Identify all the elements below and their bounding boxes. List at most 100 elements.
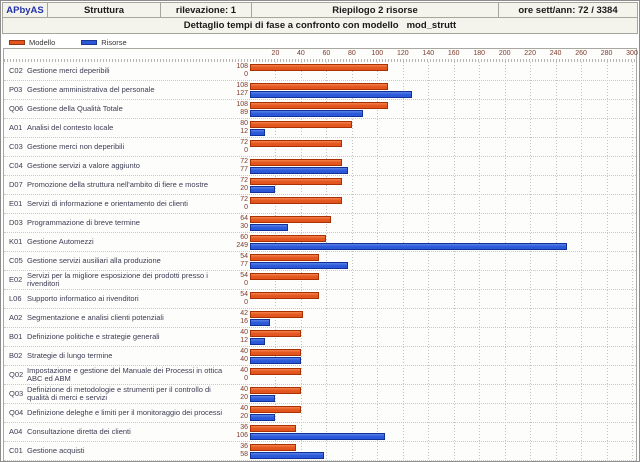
modello-value: 42 [240,310,248,317]
page-title-text: Dettaglio tempi di fase a confronto con … [183,20,399,31]
category-label: C01 Gestione acquisti [4,442,228,460]
bar-area [250,328,636,346]
page-title-model: mod_strutt [406,20,457,31]
chart-row: E02 Servizi per la migliore esposizione … [4,271,636,290]
chart-row: D03 Programmazione di breve termine 64 3… [4,214,636,233]
category-code: C04 [9,160,23,170]
category-label: C03 Gestione merci non deperibili [4,138,228,156]
bar-area [250,214,636,232]
category-code: Q02 [9,369,24,379]
axis-tick: 220 [524,50,536,57]
axis-tick: 40 [297,50,305,57]
bar-area [250,385,636,403]
app-logo: APbyAS [2,2,48,18]
axis-tick: 200 [498,50,511,57]
modello-bar [250,368,301,375]
modello-value: 54 [240,253,248,260]
legend-label: Risorse [101,37,127,47]
value-labels: 40 12 [228,328,250,346]
axis-tick: 240 [549,50,562,57]
category-label: A04 Consultazione diretta dei clienti [4,423,228,441]
modello-value: 72 [240,196,248,203]
risorse-value: 127 [236,90,248,97]
category-label: D07 Promozione della struttura nell'ambi… [4,176,228,194]
chart-row: E01 Servizi di informazione e orientamen… [4,195,636,214]
value-labels: 40 20 [228,385,250,403]
category-code: P03 [9,84,23,94]
category-code: Q03 [9,388,24,398]
modello-bar [250,102,388,109]
modello-value: 40 [240,367,248,374]
risorse-bar [250,357,301,364]
page-title: Dettaglio tempi di fase a confronto con … [2,18,638,34]
value-labels: 40 40 [228,347,250,365]
risorse-bar [250,433,385,440]
category-label: Q04 Definizione deleghe e limiti per il … [4,404,228,422]
modello-value: 36 [240,424,248,431]
category-name: Gestione amministrativa del personale [27,84,155,94]
modello-bar [250,83,388,90]
modello-value: 108 [236,101,248,108]
category-label: Q03 Definizione di metodologie e strumen… [4,385,228,403]
bar-area [250,252,636,270]
category-name: Consultazione diretta dei clienti [27,426,131,436]
risorse-value: 77 [240,261,248,268]
risorse-bar [250,395,275,402]
category-name: Definizione deleghe e limiti per il moni… [27,407,223,417]
category-name: Analisi del contesto locale [27,122,114,132]
bar-area [250,290,636,308]
modello-value: 72 [240,158,248,165]
legend-item-modello: Modello [9,38,55,47]
modello-value: 40 [240,386,248,393]
category-code: E02 [9,274,23,284]
category-code: E01 [9,198,23,208]
risorse-bar [250,243,567,250]
modello-bar [250,425,296,432]
modello-bar [250,349,301,356]
category-name: Servizi di informazione e orientamento d… [27,198,188,208]
category-code: A02 [9,312,23,322]
chart-legend: Modello Risorse [9,37,639,47]
value-labels: 36 58 [228,442,250,460]
axis-tick: 300 [626,50,638,57]
risorse-value: 0 [244,71,248,78]
modello-bar [250,178,342,185]
value-labels: 54 0 [228,271,250,289]
category-label: B02 Strategie di lungo termine [4,347,228,365]
modello-bar [250,159,342,166]
value-labels: 54 0 [228,290,250,308]
axis-tick: 260 [575,50,587,57]
value-labels: 72 77 [228,157,250,175]
value-labels: 42 16 [228,309,250,327]
bar-area [250,271,636,289]
modello-value: 108 [236,82,248,89]
axis-tick: 140 [422,50,435,57]
bar-area [250,442,636,460]
category-label: Q02 Impostazione e gestione del Manuale … [4,366,228,384]
bar-area [250,423,636,441]
axis-tick: 180 [473,50,486,57]
category-label: A02 Segmentazione e analisi clienti pote… [4,309,228,327]
chart-row: P03 Gestione amministrativa del personal… [4,81,636,100]
chart-row: A01 Analisi del contesto locale 80 12 [4,119,636,138]
category-name: Programmazione di breve termine [27,217,140,227]
value-labels: 72 20 [228,176,250,194]
modello-value: 54 [240,291,248,298]
header-rilevazione: rilevazione: 1 [160,2,252,18]
bar-area [250,176,636,194]
risorse-bar [250,110,363,117]
risorse-value: 106 [236,432,248,439]
chart-row: C04 Gestione servizi a valore aggiunto 7… [4,157,636,176]
category-name: Gestione acquisti [27,445,85,455]
category-name: Gestione merci deperibili [27,65,110,75]
modello-value: 60 [240,234,248,241]
category-name: Supporto informatico ai rivenditori [27,293,139,303]
category-name: Gestione merci non deperibili [27,141,125,151]
category-name: Gestione servizi ausiliari alla produzio… [27,255,161,265]
value-labels: 64 30 [228,214,250,232]
category-label: E02 Servizi per la migliore esposizione … [4,271,228,289]
modello-bar [250,387,301,394]
risorse-value: 30 [240,223,248,230]
risorse-bar [250,224,288,231]
